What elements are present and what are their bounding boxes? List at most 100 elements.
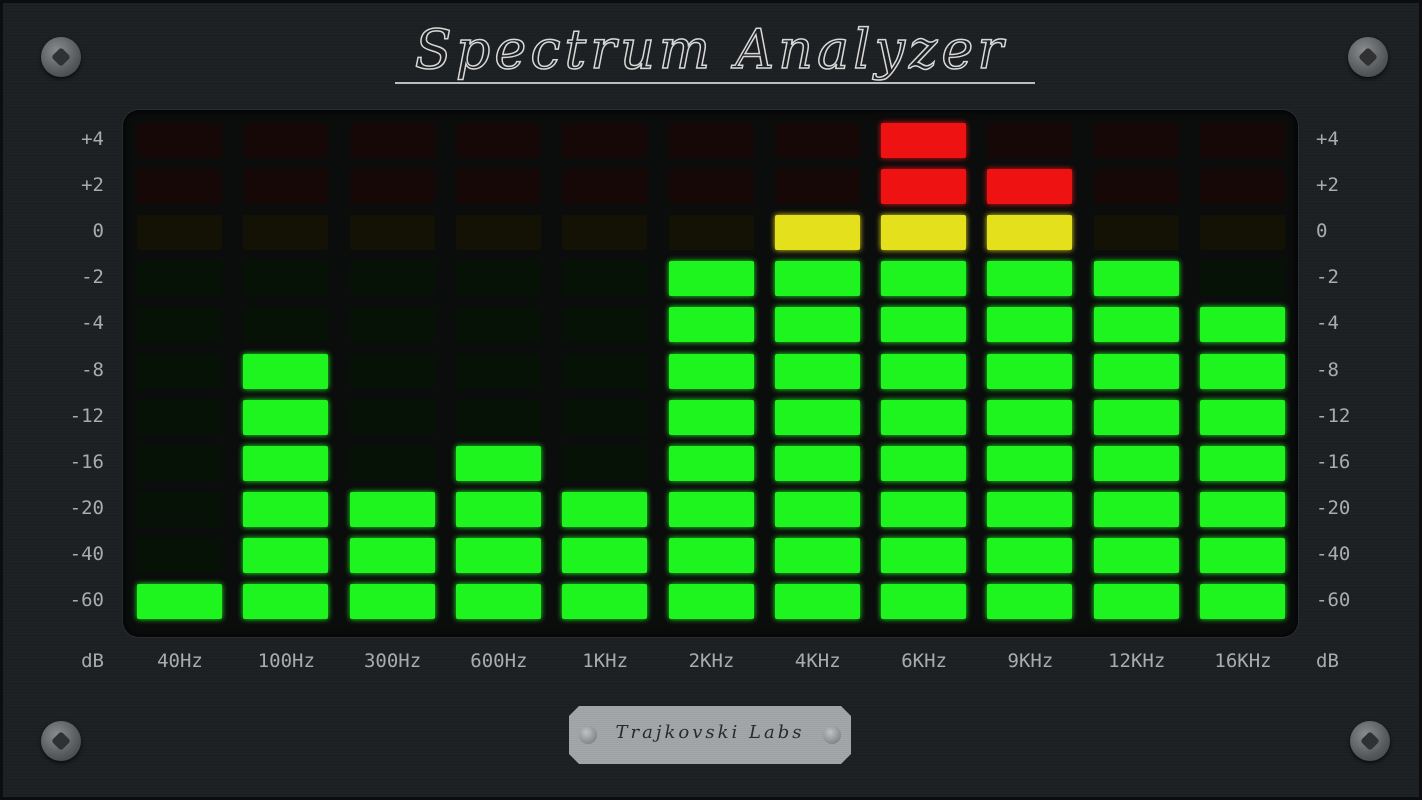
db-scale-label: -40 bbox=[1316, 542, 1351, 565]
db-scale-label: +2 bbox=[81, 174, 104, 197]
screw-icon bbox=[823, 726, 841, 744]
db-unit-left: dB bbox=[81, 650, 104, 672]
level-segment bbox=[455, 169, 541, 205]
level-segment bbox=[668, 123, 754, 158]
level-segment bbox=[349, 537, 435, 573]
frequency-label: 9KHz bbox=[1007, 650, 1054, 672]
level-segment bbox=[243, 353, 329, 389]
level-segment bbox=[243, 445, 329, 481]
level-segment bbox=[137, 215, 222, 251]
level-segment bbox=[1200, 261, 1285, 297]
level-segment bbox=[987, 584, 1073, 619]
db-scale-label: -12 bbox=[1316, 404, 1351, 427]
level-segment bbox=[987, 399, 1073, 435]
db-scale-label: -16 bbox=[69, 450, 104, 473]
db-scale-label: -12 bbox=[69, 404, 104, 427]
level-segment bbox=[881, 169, 967, 205]
level-segment bbox=[774, 169, 860, 205]
level-segment bbox=[881, 491, 967, 527]
level-segment bbox=[881, 261, 967, 297]
level-segment bbox=[562, 399, 648, 435]
level-segment bbox=[562, 445, 648, 481]
level-segment bbox=[1200, 399, 1285, 435]
db-scale-label: -60 bbox=[69, 589, 104, 611]
level-segment bbox=[1200, 537, 1285, 573]
db-scale-label: +4 bbox=[1316, 128, 1339, 150]
level-segment bbox=[1093, 215, 1179, 251]
level-segment bbox=[987, 445, 1073, 481]
level-segment bbox=[137, 445, 222, 481]
level-segment bbox=[562, 353, 648, 389]
level-segment bbox=[668, 537, 754, 573]
level-segment bbox=[455, 215, 541, 251]
level-segment bbox=[243, 584, 329, 619]
level-segment bbox=[562, 123, 648, 158]
level-segment bbox=[774, 491, 860, 527]
level-segment bbox=[1093, 399, 1179, 435]
db-scale-label: -20 bbox=[1316, 496, 1351, 519]
level-segment bbox=[243, 537, 329, 573]
level-segment bbox=[774, 399, 860, 435]
level-segment bbox=[1200, 123, 1285, 158]
level-segment bbox=[881, 215, 967, 251]
frequency-label: 12KHz bbox=[1108, 650, 1166, 672]
level-segment bbox=[349, 261, 435, 297]
level-segment bbox=[1200, 491, 1285, 527]
db-scale-label: -40 bbox=[69, 542, 104, 565]
level-segment bbox=[774, 215, 860, 251]
level-segment bbox=[881, 537, 967, 573]
level-segment bbox=[668, 261, 754, 297]
level-segment bbox=[455, 399, 541, 435]
level-segment bbox=[1093, 261, 1179, 297]
level-segment bbox=[1200, 353, 1285, 389]
level-segment bbox=[881, 445, 967, 481]
level-segment bbox=[668, 584, 754, 619]
app-title: Spectrum Analyzer bbox=[414, 17, 1008, 82]
level-segment bbox=[349, 399, 435, 435]
level-segment bbox=[562, 215, 648, 251]
level-segment bbox=[774, 353, 860, 389]
level-segment bbox=[562, 491, 648, 527]
frequency-label: 600Hz bbox=[470, 650, 528, 672]
level-segment bbox=[668, 399, 754, 435]
level-segment bbox=[349, 123, 435, 158]
db-scale-label: -60 bbox=[1316, 589, 1351, 611]
level-segment bbox=[774, 261, 860, 297]
level-segment bbox=[987, 123, 1073, 158]
level-segment bbox=[137, 169, 222, 205]
level-segment bbox=[349, 353, 435, 389]
level-segment bbox=[668, 445, 754, 481]
brand-plate: Trajkovski Labs bbox=[569, 706, 851, 764]
level-segment bbox=[987, 537, 1073, 573]
level-segment bbox=[1200, 307, 1285, 343]
db-scale-label: -20 bbox=[69, 496, 104, 519]
db-scale-label: -4 bbox=[81, 312, 104, 335]
level-segment bbox=[668, 215, 754, 251]
level-segment bbox=[243, 307, 329, 343]
level-segment bbox=[349, 215, 435, 251]
level-segment bbox=[881, 353, 967, 389]
level-segment bbox=[349, 169, 435, 205]
level-segment bbox=[1093, 307, 1179, 343]
level-segment bbox=[668, 307, 754, 343]
level-segment bbox=[137, 491, 222, 527]
level-segment bbox=[137, 307, 222, 343]
level-segment bbox=[455, 537, 541, 573]
db-scale-label: +2 bbox=[1316, 174, 1339, 197]
level-segment bbox=[243, 261, 329, 297]
level-segment bbox=[1093, 491, 1179, 527]
level-segment bbox=[774, 445, 860, 481]
level-segment bbox=[455, 261, 541, 297]
level-segment bbox=[987, 353, 1073, 389]
level-segment bbox=[349, 584, 435, 619]
level-segment bbox=[881, 584, 967, 619]
level-segment bbox=[987, 491, 1073, 527]
level-segment bbox=[881, 123, 967, 158]
screw-icon bbox=[41, 37, 81, 77]
level-segment bbox=[455, 445, 541, 481]
level-segment bbox=[137, 261, 222, 297]
screw-icon bbox=[41, 721, 81, 761]
level-segment bbox=[987, 307, 1073, 343]
db-scale-label: 0 bbox=[1316, 220, 1328, 243]
level-segment bbox=[137, 399, 222, 435]
